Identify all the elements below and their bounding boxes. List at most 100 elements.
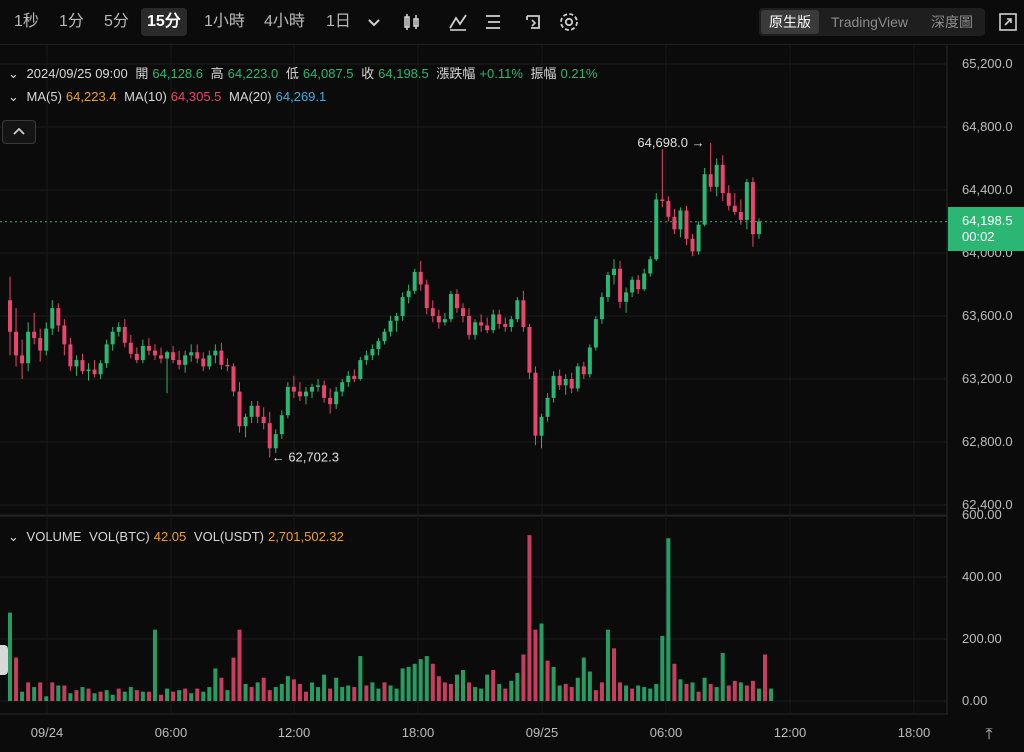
volume-bar: [491, 670, 496, 701]
collapse-chevron-icon[interactable]: ⌄: [8, 66, 19, 81]
candle-body: [696, 224, 701, 252]
volume-bar: [98, 691, 103, 701]
candle-body: [756, 221, 761, 235]
volume-bar: [231, 657, 236, 701]
price-tick-label: 63,200.0: [962, 371, 1013, 386]
replay-icon[interactable]: [521, 10, 545, 34]
volume-bar: [50, 682, 55, 701]
interval-1d[interactable]: 1日: [326, 13, 351, 30]
volume-bar: [62, 685, 67, 701]
candle-body: [328, 397, 333, 405]
volume-bar: [237, 629, 242, 701]
volume-bar: [521, 654, 526, 701]
fullscreen-icon[interactable]: [996, 10, 1020, 34]
volume-bar: [666, 538, 671, 701]
volume-bar: [720, 652, 725, 701]
volume-bar: [86, 688, 91, 701]
interval-1m[interactable]: 1分: [59, 13, 84, 30]
mode-native[interactable]: 原生版: [761, 10, 819, 34]
candle-body: [279, 415, 284, 435]
volume-chevron-icon[interactable]: ⌄: [8, 529, 19, 544]
low-label: 低: [285, 66, 299, 81]
close-label: 收: [361, 66, 375, 81]
chevron-down-icon[interactable]: [362, 10, 386, 34]
volume-bar: [358, 656, 363, 701]
candle-body: [322, 385, 327, 398]
ohlc-datetime: 2024/09/25 09:00: [26, 66, 128, 81]
volume-title: VOLUME: [26, 529, 82, 544]
interval-4h[interactable]: 4小時: [264, 13, 305, 30]
candle-body: [74, 360, 79, 367]
candlestick-type-icon[interactable]: [400, 10, 424, 34]
volume-bar: [104, 690, 109, 701]
candle-body: [297, 391, 302, 397]
volume-bar: [545, 660, 550, 701]
candle-body: [454, 293, 459, 309]
volume-bar: [473, 687, 478, 701]
candle-body: [436, 316, 441, 323]
collapse-indicators-button[interactable]: [2, 120, 36, 144]
candle-body: [255, 405, 260, 417]
high-annotation: 64,698.0 →: [637, 135, 704, 150]
mode-depth[interactable]: 深度圖: [931, 14, 973, 30]
candle-body: [159, 355, 163, 359]
price-tick-label: 63,600.0: [962, 308, 1013, 323]
candle-body: [473, 322, 478, 335]
candle-body: [690, 238, 695, 252]
candle-body: [189, 352, 194, 356]
volume-bar: [207, 687, 212, 701]
candle-body: [581, 366, 586, 375]
candle-body: [684, 210, 689, 239]
volume-bar: [213, 668, 218, 701]
candle-body: [533, 372, 538, 436]
ma5-value: 64,223.4: [65, 89, 117, 104]
volume-bar: [738, 682, 743, 701]
candle-body: [316, 385, 321, 387]
high-value: 64,223.0: [227, 66, 279, 81]
candle-body: [303, 391, 308, 397]
candle-body: [98, 363, 103, 375]
interval-1h[interactable]: 1小時: [204, 13, 245, 30]
volume-tick-label: 200.00: [962, 631, 1002, 646]
volume-bar: [744, 685, 749, 701]
candle-body: [678, 210, 683, 230]
volume-bar: [316, 687, 321, 701]
ma-chevron-icon[interactable]: ⌄: [8, 89, 19, 104]
interval-1s[interactable]: 1秒: [14, 13, 39, 30]
candle-body: [448, 293, 453, 320]
volume-bar: [485, 674, 490, 701]
indicators-icon[interactable]: [446, 10, 470, 34]
candle-body: [630, 279, 635, 293]
interval-5m[interactable]: 5分: [104, 13, 129, 30]
candle-body: [104, 344, 109, 364]
volume-bar: [74, 690, 79, 701]
candle-body: [44, 328, 49, 351]
candle-body: [515, 300, 520, 320]
volume-bar: [587, 671, 592, 701]
candle-body: [430, 308, 435, 316]
candle-body: [225, 364, 230, 367]
side-handle[interactable]: [0, 645, 8, 675]
candle-body: [213, 350, 218, 356]
price-chart[interactable]: 65,200.064,800.064,400.064,000.063,600.0…: [0, 45, 1024, 752]
volume-bar: [569, 687, 574, 701]
mode-tradingview[interactable]: TradingView: [831, 14, 909, 30]
volume-bar: [110, 694, 115, 701]
volume-bar: [672, 663, 677, 701]
change-label: 漲跌幅: [436, 66, 476, 81]
candle-body: [340, 382, 345, 392]
volume-bar: [382, 682, 387, 701]
time-tick-label: 12:00: [278, 725, 311, 740]
interval-15m[interactable]: 15分: [141, 8, 187, 36]
low-value: 64,087.5: [302, 66, 354, 81]
candle-body: [424, 284, 429, 309]
settings-icon[interactable]: [557, 10, 581, 34]
volume-bar: [152, 629, 157, 701]
volume-bar: [32, 687, 37, 701]
volume-bar: [225, 690, 230, 701]
volume-bar: [461, 670, 465, 701]
price-tick-label: 65,200.0: [962, 56, 1013, 71]
candle-body: [485, 325, 490, 331]
list-icon[interactable]: [481, 10, 505, 34]
ma5-label: MA(5): [26, 89, 62, 104]
